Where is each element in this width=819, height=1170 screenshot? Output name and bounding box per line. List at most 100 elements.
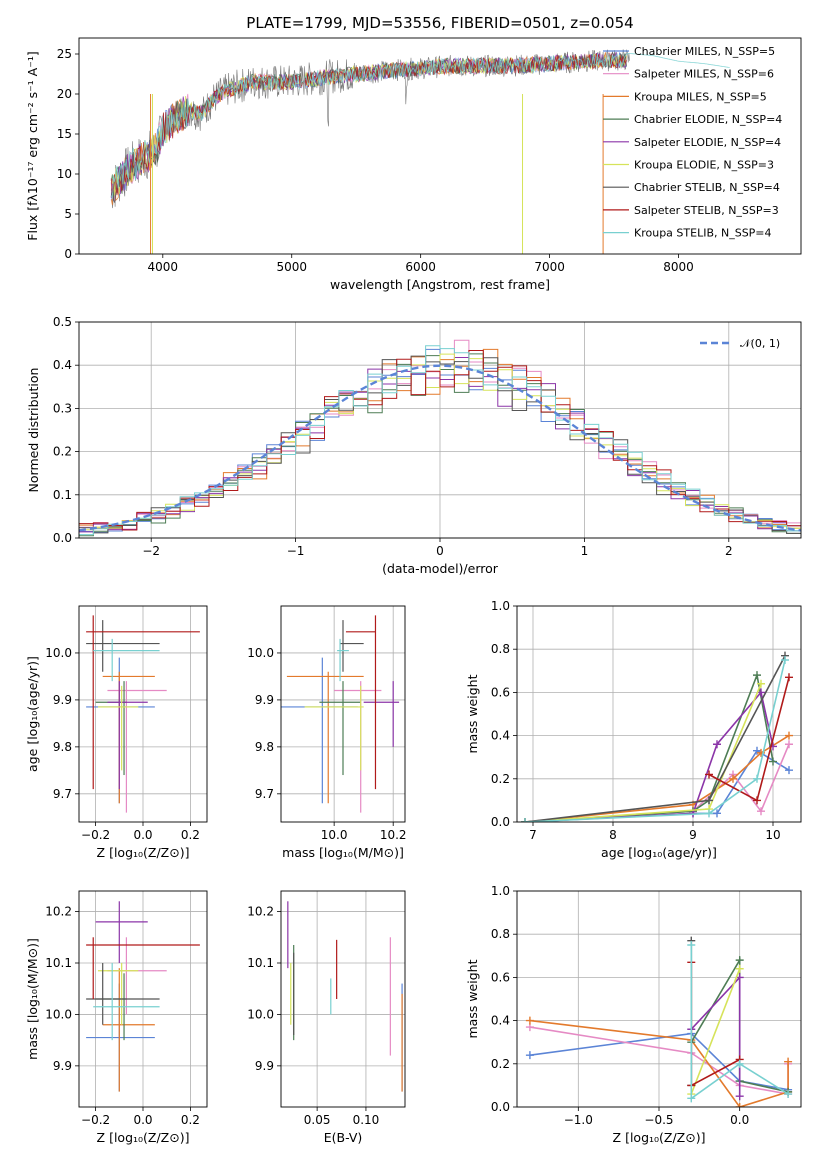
plot-area: [86, 615, 200, 813]
weight-marker: [753, 774, 761, 783]
legend-entry: Salpeter ELODIE, N_SSP=4: [634, 136, 781, 149]
x-tick-label: 0.2: [181, 1113, 200, 1127]
x-tick-label: −2: [142, 544, 160, 558]
x-tick-label: 7: [529, 828, 537, 842]
x-axis-label: age [log₁₀(age/yr)]: [601, 845, 717, 860]
weight-marker: [785, 673, 793, 682]
y-tick-label: 1.0: [491, 884, 510, 898]
weight-marker: [785, 731, 793, 740]
y-tick-label: 0.8: [491, 642, 510, 656]
legend-entry: Chabrier MILES, N_SSP=5: [634, 45, 775, 58]
plot-area: [86, 901, 200, 1092]
y-tick-label: 0.4: [53, 358, 72, 372]
weight-marker: [785, 740, 793, 749]
weight-marker: [757, 807, 765, 816]
x-tick-label: 0: [436, 544, 444, 558]
weight-marker: [784, 1057, 793, 1066]
x-tick-label: 10: [765, 828, 780, 842]
x-tick-label: 8000: [663, 260, 694, 274]
x-tick-label: 8: [609, 828, 617, 842]
weight-marker: [525, 1051, 534, 1060]
x-axis-label: Z [log₁₀(Z/Z⊙)]: [97, 1130, 190, 1145]
axes-frame: [280, 605, 406, 823]
weight-marker: [785, 766, 793, 775]
y-axis-label: Flux [fλ10⁻¹⁷ erg cm⁻² s⁻¹ A⁻¹]: [25, 51, 40, 240]
x-tick-label: 5000: [276, 260, 307, 274]
legend-entry: Chabrier STELIB, N_SSP=4: [634, 181, 780, 194]
y-tick-label: 9.8: [255, 740, 274, 754]
y-tick-label: 0.6: [491, 685, 510, 699]
weight-line: [529, 1032, 789, 1091]
x-tick-label: −0.2: [81, 1113, 110, 1127]
plot-area: [525, 936, 793, 1107]
y-tick-label: 0.8: [491, 927, 510, 941]
x-tick-label: −0.5: [644, 1113, 673, 1127]
legend-entry: Kroupa ELODIE, N_SSP=3: [634, 159, 774, 172]
y-tick-label: 9.9: [255, 1059, 274, 1073]
y-tick-label: 0.2: [491, 1057, 510, 1071]
weight-marker: [735, 1103, 744, 1107]
y-tick-label: 9.7: [53, 787, 72, 801]
y-axis-label: Normed distribution: [26, 368, 41, 493]
y-axis-label: mass [log₁₀(M/M⊙)]: [25, 938, 40, 1060]
y-tick-label: 9.9: [53, 693, 72, 707]
x-tick-label: 10.0: [321, 828, 348, 842]
x-tick-label: 0.05: [304, 1113, 331, 1127]
y-axis-label: age [log₁₀(age/yr)]: [25, 656, 40, 772]
axes-frame: [78, 605, 208, 823]
weight-marker: [735, 1092, 744, 1101]
weight-marker: [757, 688, 765, 697]
weight-marker: [713, 740, 721, 749]
x-tick-label: 0.0: [133, 1113, 152, 1127]
weight-marker: [757, 679, 765, 688]
weight-line: [524, 655, 786, 822]
y-tick-label: 0.0: [491, 815, 510, 829]
x-tick-label: −1.0: [564, 1113, 593, 1127]
y-tick-label: 10.0: [45, 1007, 72, 1021]
residuals-panel: −2 −1 0 1 2 0.0 0.1 0.2 0.3 0.4 0.5 (data-model)/er…: [26, 315, 802, 576]
y-tick-label: 10.2: [45, 905, 72, 919]
y-tick-label: 9.8: [53, 740, 72, 754]
x-tick-label: −1: [287, 544, 305, 558]
plot-area: [287, 901, 403, 1092]
weight-marker: [769, 757, 777, 766]
weight-marker: [735, 956, 744, 965]
weight-marker: [713, 809, 721, 818]
y-tick-label: 0.4: [491, 729, 510, 743]
weight-line: [524, 659, 786, 822]
y-tick-label: 10.1: [45, 956, 72, 970]
y-tick-label: 9.9: [53, 1059, 72, 1073]
y-tick-label: 0.2: [491, 772, 510, 786]
plot-area: [281, 615, 400, 813]
mass-vs-extinction-panel: 0.05 0.10 9.9 10.0 10.1 10.2 E(B-V): [247, 890, 406, 1145]
weight-line: [690, 968, 741, 1095]
axes-frame: [516, 605, 802, 823]
x-axis-label: (data-model)/error: [382, 561, 499, 576]
y-tick-label: 0.6: [491, 970, 510, 984]
plot-area: [110, 49, 730, 254]
weight-marker: [729, 774, 737, 783]
y-tick-label: 9.7: [255, 787, 274, 801]
x-axis-label: Z [log₁₀(Z/Z⊙)]: [97, 845, 190, 860]
y-tick-label: 0.2: [53, 445, 72, 459]
legend-entry: Kroupa STELIB, N_SSP=4: [634, 227, 772, 240]
y-tick-label: 0.1: [53, 488, 72, 502]
x-axis-label: wavelength [Angstrom, rest frame]: [330, 277, 550, 292]
weight-line: [524, 690, 774, 822]
weight-marker: [705, 796, 713, 805]
y-tick-label: 10.0: [45, 646, 72, 660]
axes-frame: [78, 37, 802, 255]
axes-frame: [78, 321, 802, 539]
y-tick-label: 10.2: [247, 905, 274, 919]
axes-frame: [280, 890, 406, 1108]
plot-area: [521, 651, 793, 822]
weight-vs-age-panel: 7 8 9 10 0.0 0.2 0.4 0.6 0.8 1.0 age [log₁₀(age/yr…: [465, 599, 802, 860]
x-tick-label: 6000: [405, 260, 436, 274]
y-tick-label: 25: [57, 47, 72, 61]
y-axis-label: mass weight: [465, 959, 480, 1038]
y-tick-label: 0: [64, 247, 72, 261]
weight-line: [690, 975, 741, 1097]
y-tick-label: 1.0: [491, 599, 510, 613]
weight-marker: [687, 941, 696, 949]
age-vs-mass-panel: 10.0 10.2 9.7 9.8 9.9 10.0 mass [log₁₀(M/M⊙)]: [247, 605, 407, 860]
